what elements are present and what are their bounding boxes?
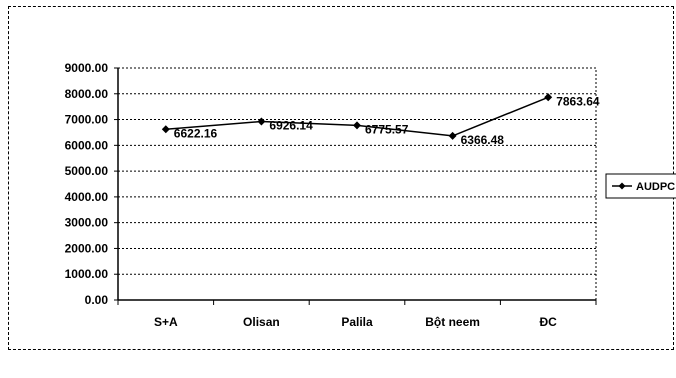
chart-area	[8, 6, 674, 350]
x-tick-label: Palila	[341, 315, 373, 329]
data-point-marker	[161, 125, 170, 134]
data-label: 6775.57	[365, 122, 409, 136]
x-tick-label: Olisan	[243, 315, 280, 329]
legend-label: AUDPC	[636, 181, 675, 193]
x-tick-label: ĐC	[540, 315, 558, 329]
data-point-marker	[353, 121, 361, 130]
y-tick-label: 5000.00	[65, 164, 109, 178]
y-tick-label: 4000.00	[65, 190, 109, 204]
y-tick-label: 3000.00	[65, 216, 109, 230]
plot-area-frame	[117, 67, 597, 301]
y-tick-label: 6000.00	[65, 138, 109, 152]
y-tick-label: 9000.00	[65, 61, 109, 75]
y-tick-label: 7000.00	[65, 113, 109, 127]
data-label: 6926.14	[269, 118, 313, 132]
y-tick-label: 0.00	[85, 293, 109, 307]
x-tick-label: Bột neem	[425, 315, 480, 329]
data-point-marker	[257, 117, 266, 126]
data-label: 7863.64	[556, 94, 600, 108]
x-tick-label: S+A	[154, 315, 178, 329]
data-point-marker	[448, 131, 457, 140]
data-label: 6366.48	[461, 133, 505, 147]
data-label: 6622.16	[174, 126, 218, 140]
y-tick-label: 8000.00	[65, 87, 109, 101]
y-tick-label: 2000.00	[65, 241, 109, 255]
legend-marker	[618, 182, 626, 190]
series-line	[165, 96, 549, 137]
data-point-marker	[544, 93, 553, 102]
y-tick-label: 1000.00	[65, 267, 109, 281]
